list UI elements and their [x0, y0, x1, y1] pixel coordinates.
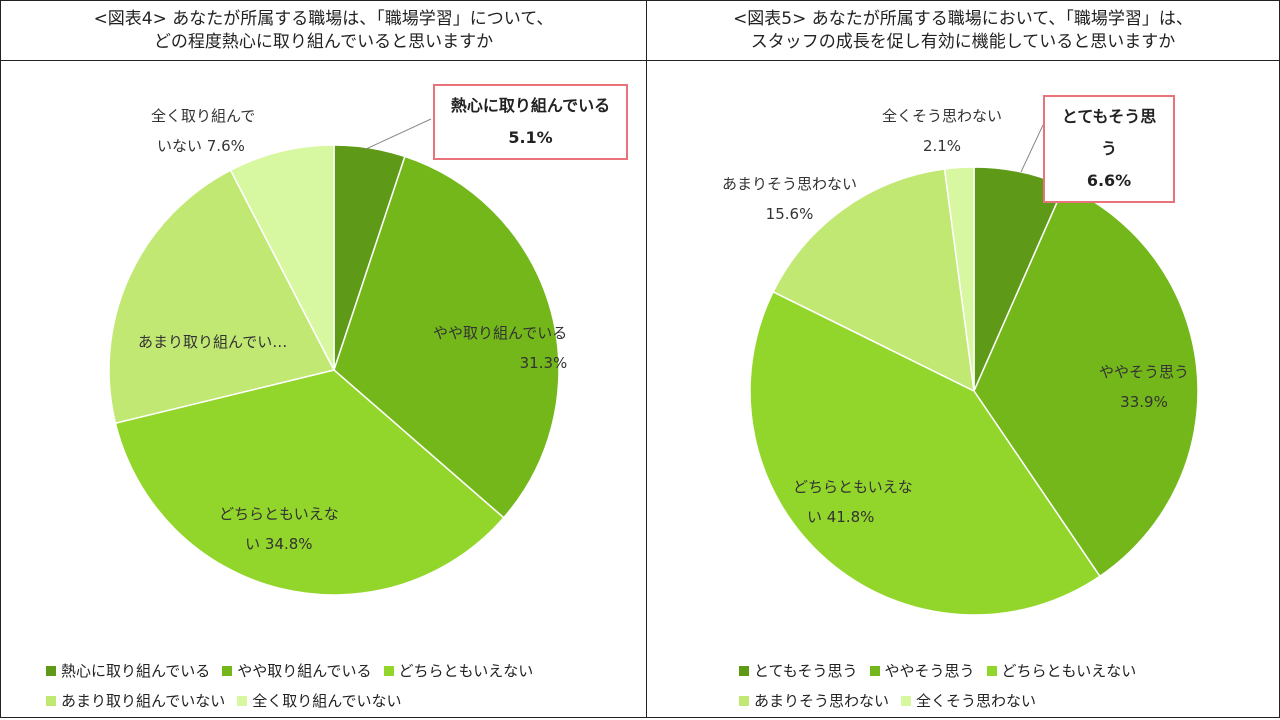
callout-box: とてもそう思う 6.6%	[1043, 95, 1175, 203]
pie-slice-4	[108, 169, 336, 425]
legend-label: どちらともいえない	[398, 662, 534, 680]
data-label-slice-2: ややそう思う 33.9%	[1099, 357, 1189, 417]
legend-item: 全く取り組んでいない	[237, 686, 402, 716]
data-label-slice-2: やや取り組んでいる 31.3%	[433, 318, 567, 378]
legend-item: 熱心に取り組んでいる	[46, 656, 210, 686]
label-line: 15.6%	[765, 205, 814, 223]
data-label-slice-4: あまりそう思わない 15.6%	[722, 169, 857, 229]
pie-slice-2	[333, 155, 560, 519]
legend-swatch	[739, 666, 749, 676]
title-line-1: <図表5> あなたが所属する職場において、「職場学習」は、	[733, 9, 1193, 29]
chart-panel-fig5: <図表5> あなたが所属する職場において、「職場学習」は、 スタッフの成長を促し…	[646, 0, 1280, 718]
leader-line	[1020, 124, 1044, 173]
title-line-1: <図表4> あなたが所属する職場は、「職場学習」について、	[93, 9, 554, 29]
legend-label: やや取り組んでいる	[237, 662, 372, 680]
label-line: どちらともいえな	[793, 478, 913, 496]
legend-swatch	[901, 696, 912, 706]
legend-label: あまり取り組んでいない	[61, 692, 226, 710]
legend-swatch	[46, 666, 56, 676]
legend-item: ややそう思う	[869, 656, 975, 686]
data-label-slice-5: 全くそう思わない 2.1%	[882, 101, 1002, 161]
label-line: 全く取り組んで	[151, 107, 256, 125]
chart-panel-fig4: <図表4> あなたが所属する職場は、「職場学習」について、 どの程度熱心に取り組…	[0, 0, 647, 718]
legend-label: 全く取り組んでいない	[252, 692, 402, 710]
legend-swatch	[222, 666, 233, 676]
label-line: あまり取り組んでい…	[138, 333, 288, 351]
legend-swatch	[46, 696, 56, 706]
legend-label: 全くそう思わない	[916, 692, 1037, 710]
label-line: い 41.8%	[807, 508, 875, 526]
legend-swatch	[869, 666, 880, 676]
label-line: あまりそう思わない	[722, 175, 858, 193]
data-label: 6.6%	[1086, 171, 1132, 190]
data-label: 熱心に取り組んでいる	[450, 96, 611, 115]
label-line: やや取り組んでいる	[433, 324, 568, 342]
label-line: どちらともいえな	[219, 505, 339, 523]
leader-line	[365, 118, 432, 150]
pie-slice-3	[749, 290, 1101, 616]
label-line: い 34.8%	[245, 535, 313, 553]
pie-chart	[749, 124, 1199, 616]
legend-label: とてもそう思う	[754, 662, 858, 680]
data-label-slice-3: どちらともいえな い 34.8%	[219, 499, 339, 559]
legend-item: とてもそう思う	[739, 656, 858, 686]
legend-label: 熱心に取り組んでいる	[61, 662, 211, 680]
chart-title: <図表4> あなたが所属する職場は、「職場学習」について、 どの程度熱心に取り組…	[1, 1, 646, 61]
label-line: 2.1%	[922, 137, 962, 155]
legend-item: どちらともいえない	[986, 656, 1137, 686]
legend-swatch	[383, 666, 394, 676]
data-label: 5.1%	[508, 128, 553, 147]
data-label-slice-3: どちらともいえな い 41.8%	[793, 472, 913, 532]
legend-label: ややそう思う	[884, 662, 975, 680]
pie-slice-5	[943, 166, 975, 392]
data-label: とてもそう思う	[1061, 107, 1157, 158]
legend-swatch	[237, 696, 248, 706]
legend-label: どちらともいえない	[1001, 662, 1137, 680]
pie-slice-4	[772, 168, 975, 393]
pie-slice-3	[114, 369, 505, 596]
legend-item: 全くそう思わない	[901, 686, 1036, 716]
legend: とてもそう思う ややそう思う どちらともいえないあまりそう思わない 全くそう思わない	[739, 656, 1280, 716]
pie-slice-2	[973, 184, 1199, 578]
legend-swatch	[739, 696, 749, 706]
legend-label: あまりそう思わない	[754, 692, 890, 710]
data-label-slice-4: あまり取り組んでい…	[138, 327, 287, 357]
legend: 熱心に取り組んでいる やや取り組んでいる どちらともいえないあまり取り組んでいない 全…	[46, 656, 606, 716]
legend-item: どちらともいえない	[383, 656, 534, 686]
chart-title: <図表5> あなたが所属する職場において、「職場学習」は、 スタッフの成長を促し…	[647, 1, 1279, 61]
legend-item: あまり取り組んでいない	[46, 686, 225, 716]
callout-box: 熱心に取り組んでいる 5.1%	[433, 84, 628, 160]
label-line: 33.9%	[1120, 393, 1168, 411]
legend-item: あまりそう思わない	[739, 686, 889, 716]
title-line-2: スタッフの成長を促し有効に機能していると思いますか	[750, 32, 1176, 52]
label-line: ややそう思う	[1099, 363, 1190, 381]
legend-item: やや取り組んでいる	[222, 656, 372, 686]
label-line: 全くそう思わない	[882, 107, 1003, 125]
pie-chart	[108, 118, 560, 596]
data-label-slice-5: 全く取り組んで いない 7.6%	[151, 101, 255, 161]
pie-slice-5	[229, 144, 335, 371]
title-line-2: どの程度熱心に取り組んでいると思いますか	[153, 32, 494, 52]
label-line: 31.3%	[519, 354, 568, 372]
legend-swatch	[986, 666, 997, 676]
label-line: いない 7.6%	[157, 137, 245, 155]
